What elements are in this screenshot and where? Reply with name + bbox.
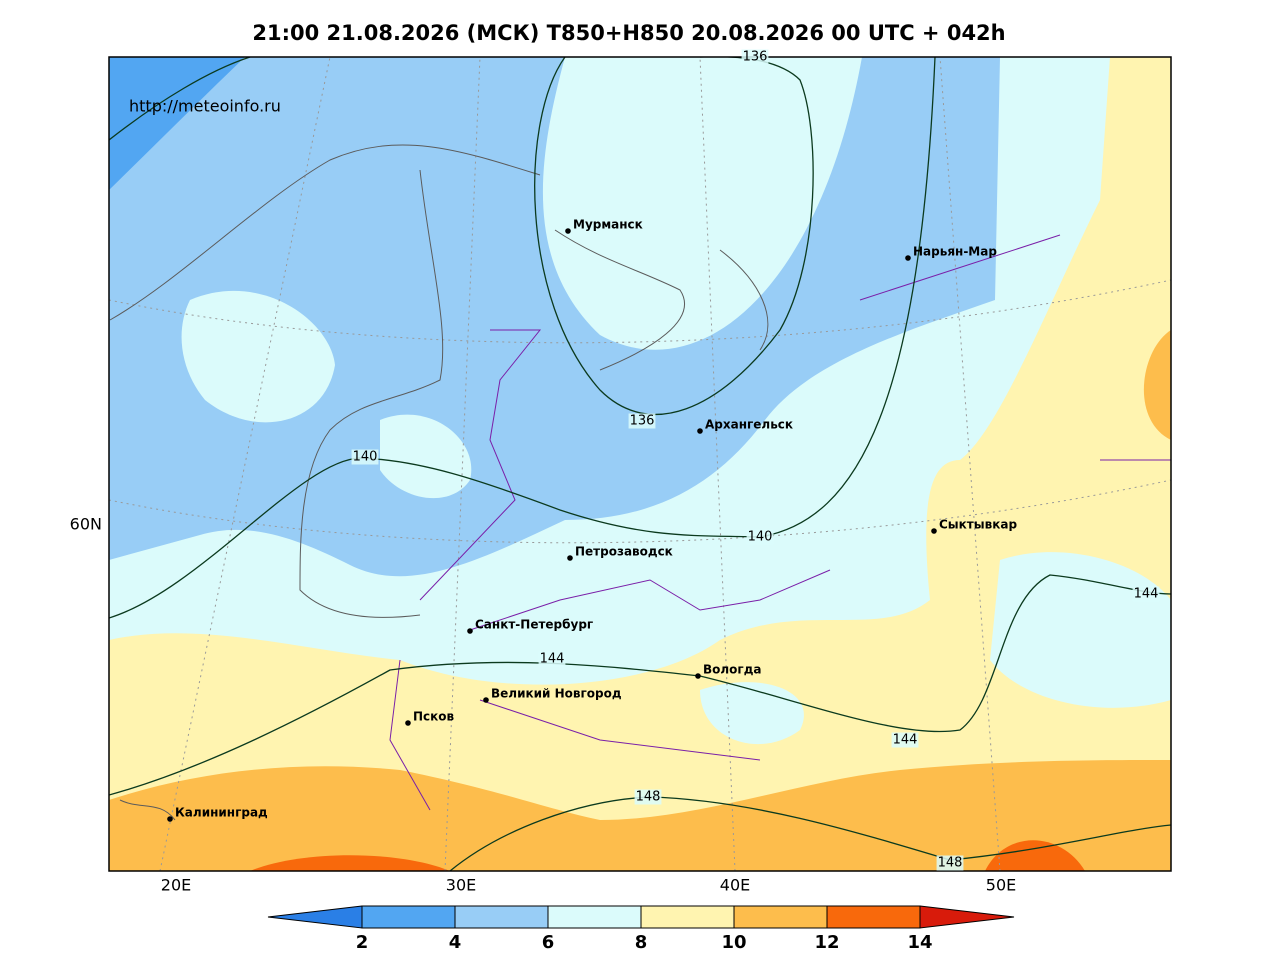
city-label: Вологда xyxy=(703,663,761,677)
city-label: Мурманск xyxy=(573,218,643,232)
lon-label: 40E xyxy=(720,876,750,895)
city-label: Санкт-Петербург xyxy=(475,618,593,632)
contour-label-bg xyxy=(634,789,662,805)
contour-label-bg xyxy=(1132,586,1160,602)
colorbar-tick-label: 2 xyxy=(356,932,369,953)
city-dot xyxy=(567,555,573,561)
map-frame xyxy=(108,56,1172,872)
city-label: Сыктывкар xyxy=(939,518,1017,532)
contour-label-bg xyxy=(746,529,774,545)
city-label: Псков xyxy=(413,710,455,724)
colorbar-tick-label: 4 xyxy=(449,932,462,953)
contour-label: 148 xyxy=(636,790,661,805)
contour-label-bg xyxy=(628,413,656,429)
contour-label: 144 xyxy=(1134,587,1159,602)
city-dot xyxy=(697,428,703,434)
colorbar-tick-label: 12 xyxy=(814,932,839,953)
colorbar-low xyxy=(267,905,363,929)
colorbar-high xyxy=(919,905,1015,929)
lon-label: 50E xyxy=(986,876,1016,895)
city-label: Петрозаводск xyxy=(575,545,673,559)
colorbar-segment xyxy=(640,905,735,929)
colorbar-tick-label: 6 xyxy=(542,932,555,953)
contour-label: 136 xyxy=(630,414,655,429)
city-dot xyxy=(167,816,173,822)
city-dot xyxy=(931,528,937,534)
city-label: Калининград xyxy=(175,806,268,820)
city-dot xyxy=(565,228,571,234)
colorbar-segment xyxy=(733,905,828,929)
contour-label: 148 xyxy=(938,856,963,871)
colorbar-segment xyxy=(361,905,456,929)
lat-label: 60N xyxy=(70,515,102,534)
contour-label: 136 xyxy=(743,50,768,65)
colorbar-segment xyxy=(826,905,921,929)
colorbar-tick-label: 10 xyxy=(721,932,746,953)
contour-label: 140 xyxy=(748,530,773,545)
contour-label: 140 xyxy=(353,450,378,465)
contour-label: 144 xyxy=(893,733,918,748)
contour-label-bg xyxy=(538,651,566,667)
lon-label: 20E xyxy=(161,876,191,895)
source-label: http://meteoinfo.ru xyxy=(129,97,281,116)
city-dot xyxy=(467,628,473,634)
city-dot xyxy=(483,697,489,703)
colorbar-tick-label: 14 xyxy=(907,932,932,953)
contour-label-bg xyxy=(741,49,769,65)
city-dot xyxy=(905,255,911,261)
map-fill xyxy=(109,57,1171,871)
contour-label: 144 xyxy=(540,652,565,667)
city-dot xyxy=(695,673,701,679)
title: 21:00 21.08.2026 (МСК) T850+H850 20.08.2… xyxy=(252,21,1005,45)
city-label: Великий Новгород xyxy=(491,687,622,701)
contour-label-bg xyxy=(351,449,379,465)
colorbar-tick-label: 8 xyxy=(635,932,648,953)
city-label: Архангельск xyxy=(705,418,793,432)
colorbar-segment xyxy=(454,905,549,929)
city-dot xyxy=(405,720,411,726)
city-label: Нарьян-Мар xyxy=(913,245,997,259)
colorbar-segment xyxy=(547,905,642,929)
contour-label-bg xyxy=(936,855,964,871)
contour-label-bg xyxy=(891,732,919,748)
lon-label: 30E xyxy=(446,876,476,895)
